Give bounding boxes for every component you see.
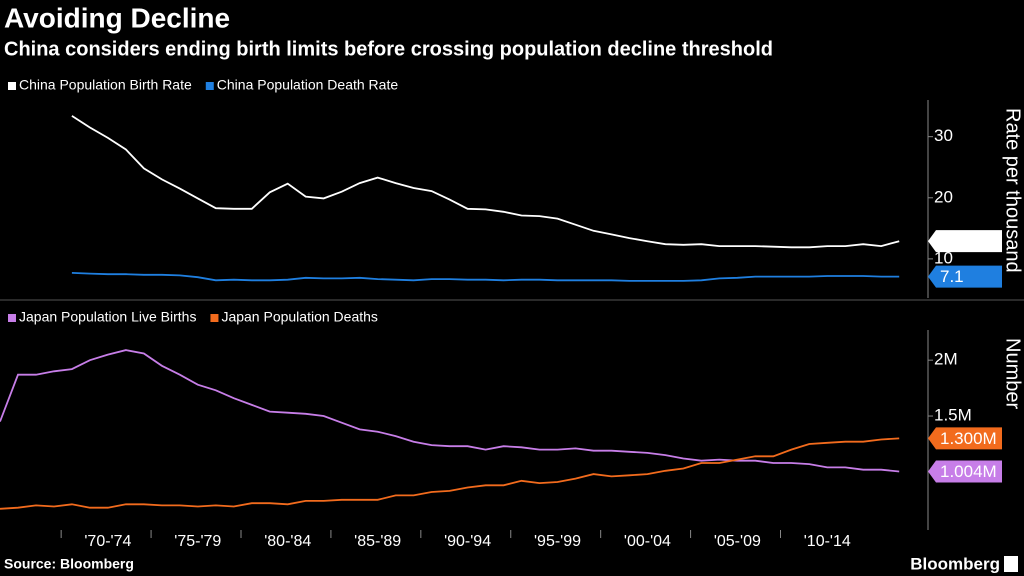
x-tick-label: '90-'94 bbox=[444, 533, 491, 550]
legend-label: Japan Population Deaths bbox=[221, 309, 377, 325]
y-axis-title: Number bbox=[1002, 338, 1024, 409]
value-tag bbox=[928, 427, 1002, 450]
value-tag-label: 12.9 bbox=[940, 232, 973, 251]
x-tick-label: '05-'09 bbox=[714, 533, 761, 550]
y-tick-label: 30 bbox=[934, 126, 953, 145]
legend-swatch bbox=[205, 82, 214, 90]
x-tick-label: '10-'14 bbox=[804, 533, 851, 550]
legend-label: Japan Population Live Births bbox=[19, 309, 196, 325]
x-tick-label: '75-'79 bbox=[174, 533, 221, 550]
series-line bbox=[0, 349, 900, 473]
value-tag-label: 1.004M bbox=[940, 462, 997, 481]
title: Avoiding Decline bbox=[4, 2, 230, 33]
brand: Bloomberg bbox=[910, 554, 1000, 573]
value-tag bbox=[928, 460, 1002, 483]
series-line bbox=[0, 437, 900, 510]
series-line bbox=[71, 115, 900, 249]
value-tag bbox=[928, 265, 1002, 288]
y-axis-title: Rate per thousand bbox=[1002, 108, 1024, 273]
legend-swatch bbox=[210, 314, 219, 322]
x-tick-label: '80-'84 bbox=[264, 533, 311, 550]
x-tick-label: '00-'04 bbox=[624, 533, 671, 550]
x-tick-label: '85-'89 bbox=[354, 533, 401, 550]
legend-label: China Population Death Rate bbox=[217, 77, 399, 93]
value-tag-label: 7.1 bbox=[940, 267, 964, 286]
source: Source: Bloomberg bbox=[4, 556, 134, 572]
y-tick-label: 20 bbox=[934, 187, 953, 206]
brand-icon bbox=[1004, 556, 1018, 572]
value-tag bbox=[928, 230, 1002, 253]
y-tick-label: 1.5M bbox=[934, 406, 972, 425]
legend-swatch bbox=[8, 82, 16, 90]
y-tick-label: 10 bbox=[934, 248, 953, 267]
legend-swatch bbox=[8, 314, 16, 322]
legend-label: China Population Birth Rate bbox=[19, 77, 192, 93]
value-tag-label: 1.300M bbox=[940, 429, 997, 448]
x-tick-label: '70-'74 bbox=[84, 533, 131, 550]
series-line bbox=[71, 272, 900, 282]
x-tick-label: '95-'99 bbox=[534, 533, 581, 550]
y-tick-label: 2M bbox=[934, 350, 958, 369]
subtitle: China considers ending birth limits befo… bbox=[4, 38, 773, 60]
